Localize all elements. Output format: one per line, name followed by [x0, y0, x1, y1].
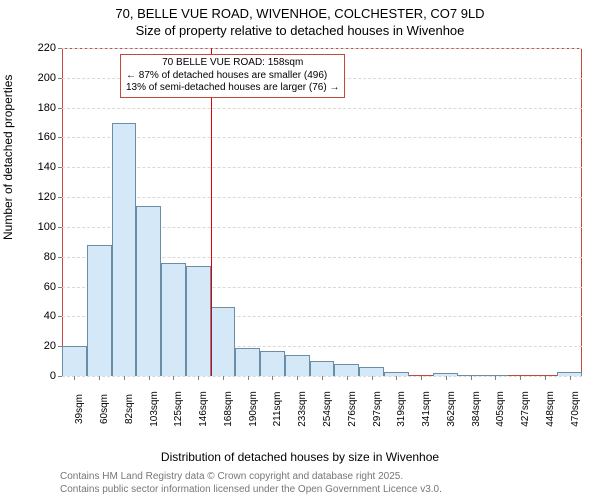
x-tick-mark — [396, 376, 397, 380]
y-tick-label: 0 — [24, 370, 56, 382]
histogram-bar — [186, 266, 211, 376]
x-tick-mark — [421, 376, 422, 380]
x-tick-mark — [198, 376, 199, 380]
y-tick-label: 100 — [24, 221, 56, 233]
x-tick-label: 276sqm — [347, 391, 358, 427]
x-tick-label: 448sqm — [545, 391, 556, 427]
x-axis-label: Distribution of detached houses by size … — [0, 450, 600, 464]
y-tick-mark — [58, 167, 62, 168]
x-tick-mark — [495, 376, 496, 380]
attribution-footer: Contains HM Land Registry data © Crown c… — [60, 471, 442, 496]
x-tick-mark — [372, 376, 373, 380]
x-tick-label: 297sqm — [372, 391, 383, 427]
x-tick-label: 39sqm — [74, 394, 85, 424]
y-tick-label: 220 — [24, 42, 56, 54]
gridline — [62, 197, 582, 198]
x-tick-label: 82sqm — [124, 394, 135, 424]
chart-title: 70, BELLE VUE ROAD, WIVENHOE, COLCHESTER… — [0, 0, 600, 40]
title-line2: Size of property relative to detached ho… — [0, 23, 600, 40]
histogram-bar — [87, 245, 112, 376]
x-tick-label: 319sqm — [396, 391, 407, 427]
y-tick-mark — [58, 316, 62, 317]
histogram-bar — [310, 361, 335, 376]
x-tick-label: 168sqm — [223, 391, 234, 427]
annotation-line: 13% of semi-detached houses are larger (… — [126, 82, 339, 95]
histogram-bar — [334, 364, 359, 376]
footer-line1: Contains HM Land Registry data © Crown c… — [60, 471, 442, 484]
x-tick-label: 233sqm — [297, 391, 308, 427]
annotation-line: ← 87% of detached houses are smaller (49… — [126, 70, 339, 83]
y-tick-mark — [58, 108, 62, 109]
y-tick-mark — [58, 227, 62, 228]
annotation-line: 70 BELLE VUE ROAD: 158sqm — [126, 57, 339, 70]
x-tick-mark — [570, 376, 571, 380]
histogram-bar — [161, 263, 186, 376]
gridline — [62, 167, 582, 168]
y-tick-mark — [58, 376, 62, 377]
x-tick-label: 190sqm — [248, 391, 259, 427]
y-tick-mark — [58, 78, 62, 79]
x-tick-mark — [471, 376, 472, 380]
x-tick-label: 427sqm — [520, 391, 531, 427]
histogram-bar — [112, 123, 137, 376]
plot-area: 02040608010012014016018020022039sqm60sqm… — [62, 48, 582, 376]
y-tick-label: 80 — [24, 251, 56, 263]
histogram-bar — [62, 346, 87, 376]
x-tick-mark — [322, 376, 323, 380]
x-tick-mark — [149, 376, 150, 380]
x-tick-label: 254sqm — [322, 391, 333, 427]
x-tick-label: 211sqm — [272, 392, 283, 427]
y-tick-label: 200 — [24, 72, 56, 84]
gridline — [62, 137, 582, 138]
x-tick-mark — [545, 376, 546, 380]
y-tick-label: 180 — [24, 102, 56, 114]
y-tick-label: 140 — [24, 161, 56, 173]
y-tick-mark — [58, 197, 62, 198]
x-tick-label: 341sqm — [421, 391, 432, 427]
x-tick-label: 362sqm — [446, 391, 457, 427]
histogram-bar — [359, 367, 384, 376]
x-tick-mark — [297, 376, 298, 380]
x-tick-label: 384sqm — [471, 391, 482, 427]
x-tick-mark — [446, 376, 447, 380]
x-tick-mark — [347, 376, 348, 380]
x-tick-label: 405sqm — [495, 391, 506, 427]
x-tick-label: 125sqm — [173, 391, 184, 427]
x-tick-label: 470sqm — [570, 391, 581, 427]
histogram-bar — [211, 307, 236, 376]
histogram-bar — [285, 355, 310, 376]
x-tick-label: 103sqm — [149, 391, 160, 427]
y-tick-mark — [58, 137, 62, 138]
y-tick-label: 160 — [24, 131, 56, 143]
y-axis-label: Number of detached properties — [1, 75, 15, 240]
annotation-box: 70 BELLE VUE ROAD: 158sqm← 87% of detach… — [120, 54, 345, 98]
x-tick-mark — [173, 376, 174, 380]
title-line1: 70, BELLE VUE ROAD, WIVENHOE, COLCHESTER… — [0, 6, 600, 23]
y-tick-label: 120 — [24, 191, 56, 203]
x-tick-label: 146sqm — [198, 391, 209, 427]
x-tick-mark — [248, 376, 249, 380]
y-tick-label: 20 — [24, 340, 56, 352]
y-tick-label: 40 — [24, 310, 56, 322]
footer-line2: Contains public sector information licen… — [60, 484, 442, 497]
gridline — [62, 48, 582, 49]
x-tick-mark — [99, 376, 100, 380]
histogram-bar — [260, 351, 285, 376]
y-tick-mark — [58, 287, 62, 288]
x-tick-mark — [520, 376, 521, 380]
y-tick-mark — [58, 257, 62, 258]
x-tick-mark — [124, 376, 125, 380]
x-tick-mark — [272, 376, 273, 380]
histogram-bar — [136, 206, 161, 376]
y-tick-mark — [58, 48, 62, 49]
y-tick-label: 60 — [24, 281, 56, 293]
gridline — [62, 108, 582, 109]
x-tick-label: 60sqm — [99, 394, 110, 424]
histogram-chart: 70, BELLE VUE ROAD, WIVENHOE, COLCHESTER… — [0, 0, 600, 500]
histogram-bar — [235, 348, 260, 376]
x-tick-mark — [223, 376, 224, 380]
x-tick-mark — [74, 376, 75, 380]
